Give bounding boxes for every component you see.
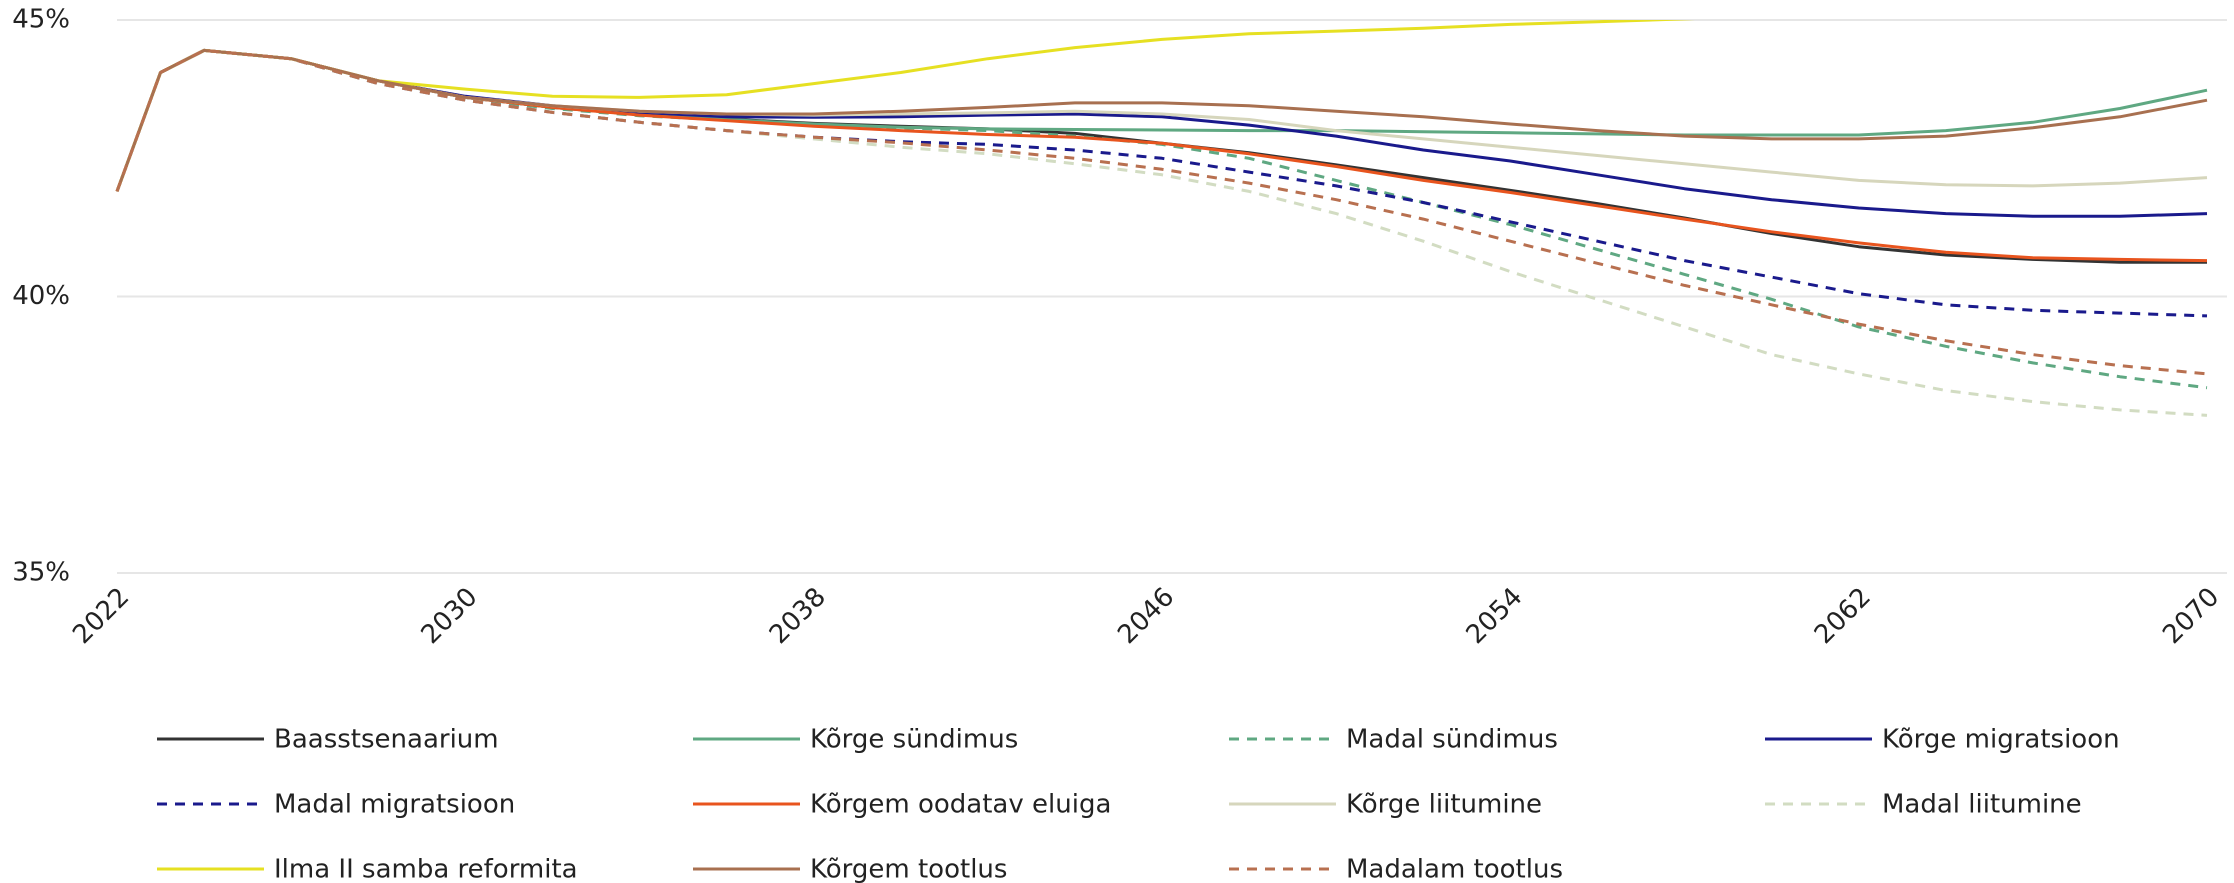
legend-label: Kõrge migratsioon (1882, 725, 2120, 755)
series-line (115, 48, 2207, 264)
legend-label: Kõrge liitumine (1346, 790, 1542, 820)
legend-label: Kõrge sündimus (810, 725, 1018, 755)
y-tick-label: 35% (12, 558, 70, 588)
legend-label: Madal sündimus (1346, 725, 1558, 755)
x-tick-label: 2046 (1112, 582, 1180, 650)
x-tick-label: 2030 (416, 582, 484, 650)
x-tick-label: 2038 (764, 582, 832, 650)
y-tick-label: 45% (12, 5, 70, 35)
series-line (115, 48, 2208, 192)
legend-label: Madal migratsioon (274, 790, 515, 820)
series-line (115, 48, 2208, 390)
series-line (115, 20, 1696, 192)
legend-label: Kõrgem oodatav eluiga (810, 790, 1111, 820)
plot-lines (115, 20, 2208, 417)
series-line (115, 48, 2208, 263)
legend-label: Kõrgem tootlus (810, 855, 1007, 883)
x-tick-label: 2054 (1461, 582, 1529, 650)
legend-label: Madal liitumine (1882, 790, 2082, 820)
legend-label: Baasstsenaarium (274, 725, 499, 755)
legend-label: Ilma II samba reformita (274, 855, 578, 883)
x-tick-label: 2062 (1809, 582, 1877, 650)
x-tick-label: 2070 (2157, 582, 2225, 650)
y-tick-label: 40% (12, 281, 70, 311)
series-line (115, 48, 2208, 417)
x-tick-label: 2022 (67, 582, 135, 650)
legend-label: Madalam tootlus (1346, 855, 1563, 883)
series-line (115, 48, 2208, 376)
